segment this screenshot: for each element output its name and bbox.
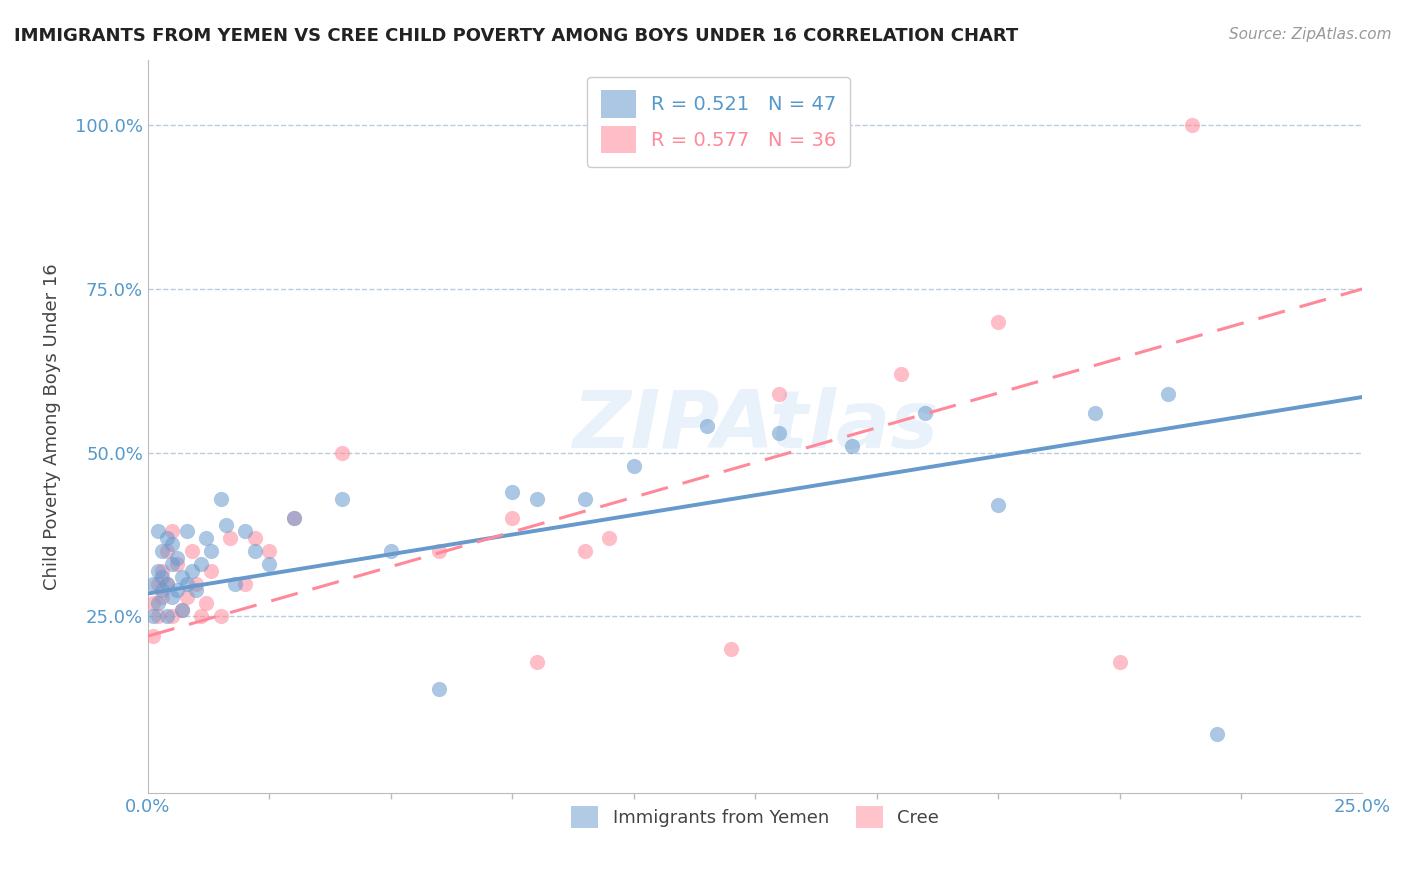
Point (146, 564, 169, 578)
Point (156, 531, 179, 545)
Point (768, 386, 790, 401)
Y-axis label: Child Poverty Among Boys Under 16: Child Poverty Among Boys Under 16 (44, 263, 60, 590)
Point (186, 576, 208, 591)
Point (186, 583, 208, 598)
Point (200, 544, 222, 558)
Point (380, 544, 402, 558)
Point (427, 544, 450, 558)
Point (574, 491, 596, 506)
Point (170, 603, 193, 617)
Point (243, 544, 266, 558)
Point (1084, 406, 1107, 420)
Point (170, 570, 193, 584)
Point (330, 491, 353, 506)
Point (200, 564, 222, 578)
Text: ZIPAtlas: ZIPAtlas (572, 387, 938, 466)
Point (1157, 386, 1180, 401)
Point (233, 524, 256, 539)
Point (209, 491, 232, 506)
Point (427, 681, 450, 696)
Point (526, 491, 548, 506)
Point (696, 419, 718, 434)
Point (146, 596, 169, 610)
Point (142, 629, 165, 643)
Point (180, 544, 202, 558)
Point (176, 576, 198, 591)
Point (152, 583, 174, 598)
Point (768, 425, 790, 440)
Point (209, 609, 232, 624)
Point (283, 511, 305, 525)
Legend: Immigrants from Yemen, Cree: Immigrants from Yemen, Cree (564, 799, 946, 836)
Text: IMMIGRANTS FROM YEMEN VS CREE CHILD POVERTY AMONG BOYS UNDER 16 CORRELATION CHAR: IMMIGRANTS FROM YEMEN VS CREE CHILD POVE… (14, 27, 1018, 45)
Point (156, 609, 179, 624)
Point (190, 557, 212, 571)
Point (243, 531, 266, 545)
Point (160, 557, 183, 571)
Point (501, 511, 523, 525)
Point (623, 458, 645, 473)
Point (501, 485, 523, 500)
Point (720, 642, 742, 657)
Point (598, 531, 620, 545)
Point (890, 367, 912, 381)
Point (214, 517, 236, 532)
Point (914, 406, 936, 420)
Point (190, 609, 212, 624)
Point (142, 609, 165, 624)
Point (987, 315, 1010, 329)
Point (152, 544, 174, 558)
Point (1181, 118, 1204, 132)
Point (283, 511, 305, 525)
Point (176, 590, 198, 604)
Point (180, 564, 202, 578)
Point (1205, 727, 1227, 741)
Point (160, 537, 183, 551)
Point (142, 576, 165, 591)
Point (526, 656, 548, 670)
Point (146, 524, 169, 539)
Point (166, 583, 188, 598)
Point (841, 439, 863, 453)
Point (259, 557, 281, 571)
Point (170, 603, 193, 617)
Point (156, 544, 179, 558)
Point (176, 524, 198, 539)
Point (195, 596, 218, 610)
Point (1108, 656, 1130, 670)
Point (152, 564, 174, 578)
Point (166, 550, 188, 565)
Text: Source: ZipAtlas.com: Source: ZipAtlas.com (1229, 27, 1392, 42)
Point (152, 590, 174, 604)
Point (195, 531, 218, 545)
Point (166, 557, 188, 571)
Point (160, 609, 183, 624)
Point (259, 544, 281, 558)
Point (330, 445, 353, 459)
Point (142, 596, 165, 610)
Point (152, 570, 174, 584)
Point (160, 590, 183, 604)
Point (146, 609, 169, 624)
Point (156, 576, 179, 591)
Point (233, 576, 256, 591)
Point (219, 531, 242, 545)
Point (224, 576, 246, 591)
Point (987, 498, 1010, 512)
Point (574, 544, 596, 558)
Point (160, 524, 183, 539)
Point (156, 576, 179, 591)
Point (146, 576, 169, 591)
